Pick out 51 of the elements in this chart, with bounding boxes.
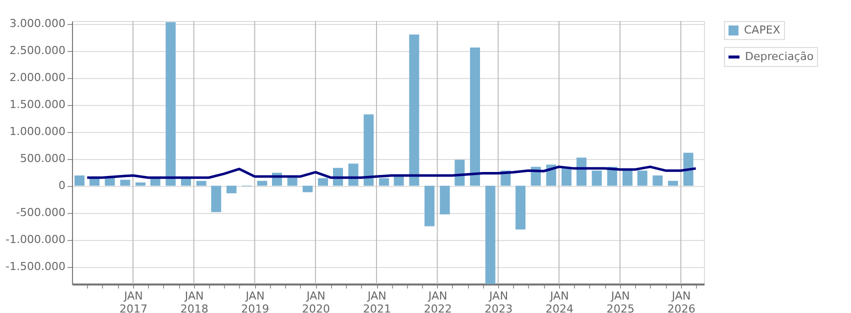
bar [318, 178, 328, 186]
bar [379, 178, 389, 186]
x-tick-label: JAN 2019 [241, 290, 270, 313]
bar [226, 186, 236, 194]
bar [652, 175, 663, 186]
y-tick-label: -1.500.000 [6, 260, 66, 274]
bar [485, 186, 496, 284]
x-tick-label: JAN 2025 [606, 290, 634, 313]
bar [120, 180, 130, 186]
x-tick-label: JAN 2021 [363, 290, 391, 313]
bar [394, 176, 404, 186]
bar [637, 170, 648, 186]
bar [668, 180, 678, 186]
bar [516, 186, 526, 230]
bar [257, 180, 268, 186]
x-tick-label: JAN 2018 [180, 290, 208, 313]
legend-label: CAPEX [744, 24, 781, 36]
bar [622, 170, 632, 186]
x-tick-label: JAN 2023 [484, 290, 513, 313]
bar [424, 186, 434, 226]
line-series [86, 166, 698, 179]
x-tick-label: JAN 2026 [667, 290, 696, 313]
bar [409, 34, 420, 186]
bar [211, 186, 222, 212]
bar [302, 186, 313, 192]
y-tick-label: -1.000.000 [6, 233, 66, 246]
y-tick-label: 2.500.000 [10, 44, 66, 58]
legend-label: Depreciação [745, 50, 814, 63]
y-tick-label: 500.000 [20, 152, 66, 166]
y-tick-label: 1.500.000 [10, 98, 66, 112]
x-tick-label: JAN 2017 [120, 290, 148, 313]
bar [592, 170, 602, 186]
y-tick-label: 1.000.000 [10, 125, 66, 138]
bar [562, 167, 572, 186]
bar [470, 47, 480, 186]
bar [440, 186, 450, 214]
bar [683, 152, 694, 186]
x-tick-label: JAN 2020 [302, 290, 330, 313]
bar [364, 114, 374, 186]
bar [576, 158, 586, 186]
y-tick-label: 3.000.000 [10, 17, 66, 30]
y-tick-label: 2.000.000 [10, 71, 66, 84]
bar [287, 178, 298, 186]
x-tick-label: JAN 2022 [424, 290, 452, 313]
y-tick-label: 0 [58, 179, 66, 192]
y-tick-label: -500.000 [16, 206, 66, 220]
bar [74, 175, 84, 186]
bar [136, 182, 146, 186]
bar [196, 180, 206, 186]
bar [166, 22, 176, 186]
x-tick-label: JAN 2024 [546, 290, 574, 313]
